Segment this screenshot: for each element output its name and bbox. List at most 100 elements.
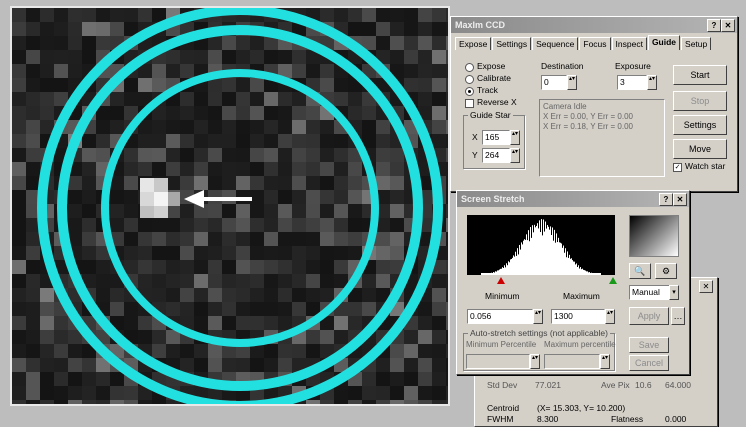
flatness-value: 0.000 bbox=[665, 414, 687, 424]
histogram[interactable] bbox=[467, 215, 615, 275]
zoom-icon[interactable]: 🔍 bbox=[629, 263, 651, 279]
histogram-bar bbox=[584, 270, 585, 275]
settings-icon[interactable]: ⚙ bbox=[655, 263, 677, 279]
guide-status-readout: Camera Idle X Err = 0.00, Y Err = 0.00 X… bbox=[539, 99, 665, 177]
close-icon[interactable]: ✕ bbox=[699, 280, 713, 293]
exposure-label: Exposure bbox=[615, 61, 651, 71]
noise-pixel bbox=[54, 344, 68, 358]
move-button[interactable]: Move bbox=[673, 139, 727, 159]
noise-pixel bbox=[334, 330, 348, 344]
min-percentile-label: Minimum Percentile bbox=[466, 340, 537, 349]
reverse-x-checkbox[interactable] bbox=[465, 99, 474, 108]
histogram-bar bbox=[543, 219, 544, 275]
destination-field[interactable]: 0 bbox=[541, 75, 567, 90]
more-button[interactable]: … bbox=[671, 307, 685, 325]
screen-stretch-titlebar[interactable]: Screen Stretch ? ✕ bbox=[457, 191, 689, 207]
histogram-bars bbox=[481, 219, 601, 275]
help-icon[interactable]: ? bbox=[707, 19, 721, 32]
histogram-bar bbox=[592, 273, 593, 275]
noise-pixel bbox=[320, 330, 334, 344]
screen-stretch-window[interactable]: Screen Stretch ? ✕ 🔍 ⚙ Manual ▾ Minimum … bbox=[456, 190, 690, 375]
noise-pixel bbox=[362, 386, 376, 400]
window-title: Screen Stretch bbox=[461, 194, 525, 204]
mode-expose-radio[interactable] bbox=[465, 63, 474, 72]
noise-pixel bbox=[376, 134, 390, 148]
noise-pixel bbox=[68, 204, 82, 218]
chevron-down-icon[interactable]: ▾ bbox=[669, 285, 679, 300]
minimum-field[interactable]: 0.056 bbox=[467, 309, 533, 324]
minimum-spinner[interactable]: ▴▾ bbox=[533, 309, 543, 324]
tab-expose[interactable]: Expose bbox=[455, 37, 492, 50]
noise-pixel bbox=[348, 190, 362, 204]
noise-pixel bbox=[250, 274, 264, 288]
histogram-bar bbox=[587, 271, 588, 275]
exposure-spinner[interactable]: ▴▾ bbox=[647, 75, 657, 90]
noise-pixel bbox=[166, 218, 180, 232]
apply-button[interactable]: Apply bbox=[629, 307, 669, 325]
tab-settings[interactable]: Settings bbox=[492, 37, 532, 50]
min-percentile-field[interactable] bbox=[466, 354, 530, 369]
close-icon[interactable]: ✕ bbox=[673, 193, 687, 206]
destination-spinner[interactable]: ▴▾ bbox=[567, 75, 577, 90]
tab-inspect[interactable]: Inspect bbox=[611, 37, 647, 50]
star-x-field[interactable]: 165 bbox=[482, 130, 510, 145]
tab-sequence[interactable]: Sequence bbox=[532, 37, 579, 50]
noise-pixel bbox=[222, 288, 236, 302]
camera-control-window[interactable]: MaxIm CCD ? ✕ Expose Settings Sequence F… bbox=[450, 16, 738, 192]
noise-pixel bbox=[208, 246, 222, 260]
histogram-bar bbox=[568, 257, 569, 275]
noise-pixel bbox=[194, 204, 208, 218]
noise-pixel bbox=[348, 8, 362, 22]
histogram-bar bbox=[579, 268, 580, 275]
stretch-mode-select[interactable]: Manual bbox=[629, 285, 671, 300]
noise-pixel bbox=[222, 246, 236, 260]
camera-image-view[interactable] bbox=[10, 6, 450, 406]
max-percentile-field[interactable] bbox=[544, 354, 600, 369]
mode-calibrate-radio[interactable] bbox=[465, 75, 474, 84]
min-percentile-spinner[interactable]: ▴▾ bbox=[530, 354, 540, 369]
maximum-field[interactable]: 1300 bbox=[551, 309, 605, 324]
noise-pixel bbox=[40, 64, 54, 78]
watch-star-checkbox[interactable]: ✓ bbox=[673, 163, 682, 172]
help-icon[interactable]: ? bbox=[659, 193, 673, 206]
mode-track-radio[interactable] bbox=[465, 87, 474, 96]
noise-pixel bbox=[194, 316, 208, 330]
settings-button[interactable]: Settings bbox=[673, 115, 727, 135]
noise-pixel bbox=[446, 176, 448, 190]
minimum-marker[interactable] bbox=[497, 277, 505, 284]
stop-button[interactable]: Stop bbox=[673, 91, 727, 111]
noise-pixel bbox=[26, 246, 40, 260]
noise-pixel bbox=[264, 106, 278, 120]
max-percentile-spinner[interactable]: ▴▾ bbox=[600, 354, 610, 369]
star-y-field[interactable]: 264 bbox=[482, 148, 510, 163]
histogram-bar bbox=[516, 255, 517, 275]
fwhm-value: 8.300 bbox=[537, 414, 559, 424]
tab-focus[interactable]: Focus bbox=[579, 37, 611, 50]
histogram-bar bbox=[519, 244, 520, 275]
maximum-spinner[interactable]: ▴▾ bbox=[605, 309, 615, 324]
histogram-bar bbox=[567, 251, 568, 275]
camera-control-titlebar[interactable]: MaxIm CCD ? ✕ bbox=[451, 17, 737, 33]
noise-pixel bbox=[12, 92, 26, 106]
save-button[interactable]: Save bbox=[629, 337, 669, 353]
noise-pixel bbox=[432, 64, 446, 78]
close-icon[interactable]: ✕ bbox=[721, 19, 735, 32]
avepix-label: Ave Pix bbox=[601, 380, 630, 390]
noise-pixel bbox=[264, 358, 278, 372]
cancel-button[interactable]: Cancel bbox=[629, 355, 669, 371]
maximum-marker[interactable] bbox=[609, 277, 617, 284]
tab-guide[interactable]: Guide bbox=[647, 35, 681, 50]
noise-pixel bbox=[306, 288, 320, 302]
noise-pixel bbox=[152, 246, 166, 260]
exposure-field[interactable]: 3 bbox=[617, 75, 647, 90]
tab-setup[interactable]: Setup bbox=[681, 37, 712, 50]
noise-pixel bbox=[432, 302, 446, 316]
noise-pixel bbox=[40, 288, 54, 302]
histogram-bar bbox=[594, 273, 595, 275]
star-y-spinner[interactable]: ▴▾ bbox=[510, 148, 520, 163]
noise-pixel bbox=[250, 106, 264, 120]
star-x-spinner[interactable]: ▴▾ bbox=[510, 130, 520, 145]
noise-pixel bbox=[82, 8, 96, 22]
start-button[interactable]: Start bbox=[673, 65, 727, 85]
noise-pixel bbox=[250, 288, 264, 302]
